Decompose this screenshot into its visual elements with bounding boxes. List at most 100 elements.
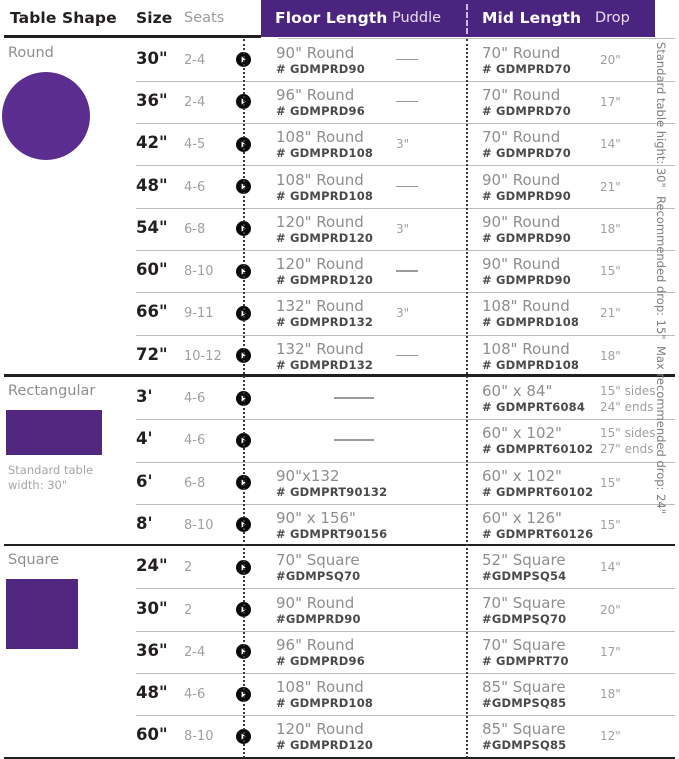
header-accent-band <box>261 0 655 37</box>
cell-seats: 4-6 <box>184 687 206 703</box>
side-note-recommended-drop: Recommended drop: 15" <box>654 196 668 340</box>
shape-swatch-square <box>6 579 78 650</box>
cell-mid-length: 60" x 102" <box>482 424 562 443</box>
cell-size: 54" <box>136 217 168 237</box>
cell-floor-length: 120" Round <box>276 212 364 231</box>
cell-size: 30" <box>136 48 168 68</box>
cell-seats: 9-11 <box>184 306 214 322</box>
row-divider <box>136 80 675 82</box>
shape-swatch-rectangle <box>6 409 102 455</box>
cell-drop: 15" sides <box>600 426 656 441</box>
cell-floor-length: 120" Round <box>276 255 364 274</box>
cell-mid-length: 90" Round <box>482 170 561 189</box>
cell-mid-length: 85" Square <box>482 678 566 697</box>
cell-floor-sku: # GDMPRD120 <box>276 738 374 753</box>
cell-seats: 2-4 <box>184 94 206 110</box>
cell-seats: 8-10 <box>184 264 214 280</box>
cell-floor-length: 132" Round <box>276 297 364 316</box>
cell-seats: 2-4 <box>184 644 206 660</box>
row-divider <box>136 207 675 209</box>
section-divider <box>4 374 675 377</box>
cell-floor-sku: # GDMPRD90 <box>276 61 365 76</box>
cell-mid-sku: # GDMPRT60102 <box>482 484 594 499</box>
column-divider-right <box>466 38 468 758</box>
cell-mid-length: 90" Round <box>482 212 561 231</box>
table-header: Table Shape Size Seats Floor Length Pudd… <box>0 0 679 38</box>
cell-mid-sku: # GDMPRD108 <box>482 357 580 372</box>
side-note-max-drop: Max recommended drop: 24" <box>654 346 668 515</box>
cell-drop: 17" <box>600 644 621 659</box>
cell-mid-sku: # GDMPRD90 <box>482 230 571 245</box>
cell-drop: 15" <box>600 517 621 532</box>
cell-seats: 8-10 <box>184 517 214 533</box>
cell-drop: 17" <box>600 94 621 109</box>
cell-mid-length: 108" Round <box>482 297 570 316</box>
cell-seats: 6-8 <box>184 221 206 237</box>
row-divider <box>136 588 675 590</box>
cell-drop-secondary: 24" ends <box>600 400 654 415</box>
cell-mid-sku: # GDMPRD90 <box>482 188 571 203</box>
cell-drop: 20" <box>600 602 621 617</box>
cell-puddle-none <box>396 185 418 188</box>
cell-puddle-none <box>396 100 418 103</box>
cell-floor-length: 120" Round <box>276 720 364 739</box>
table-bottom-rule <box>4 756 675 759</box>
column-divider-left <box>243 38 245 758</box>
cell-floor-length: 108" Round <box>276 678 364 697</box>
cell-size: 36" <box>136 640 168 660</box>
cell-floor-length: 90"x132 <box>276 466 340 485</box>
cell-size: 60" <box>136 725 168 745</box>
row-divider <box>136 250 675 251</box>
row-divider <box>136 123 675 125</box>
cell-seats: 8-10 <box>184 729 214 745</box>
cell-size: 42" <box>136 133 168 153</box>
cell-drop-secondary: 27" ends <box>600 442 654 457</box>
cell-mid-length: 60" x 84" <box>482 382 553 401</box>
cell-puddle: 3" <box>396 306 410 321</box>
cell-size: 60" <box>136 260 168 280</box>
cell-drop: 15" sides <box>600 384 656 399</box>
cell-drop: 14" <box>600 560 621 575</box>
cell-floor-length: 108" Round <box>276 128 364 147</box>
cell-floor-sku: #GDMPSQ70 <box>276 569 361 584</box>
shape-note-rectangular: Standard table width: 30" <box>8 462 94 492</box>
cell-size: 6' <box>136 471 153 491</box>
cell-mid-length: 70" Round <box>482 43 561 62</box>
cell-puddle: 3" <box>396 137 410 152</box>
cell-mid-sku: # GDMPRD70 <box>482 103 571 118</box>
cell-seats: 4-6 <box>184 433 206 449</box>
section-divider <box>4 543 675 547</box>
cell-floor-sku: # GDMPRD96 <box>276 653 365 668</box>
cell-drop: 15" <box>600 475 621 490</box>
cell-puddle-none <box>396 354 418 357</box>
row-divider <box>136 292 675 294</box>
cell-mid-length: 85" Square <box>482 720 566 739</box>
cell-seats: 4-6 <box>184 179 206 195</box>
cell-mid-sku: # GDMPRD108 <box>482 315 580 330</box>
cell-drop: 20" <box>600 52 621 67</box>
cell-puddle-none <box>334 397 374 399</box>
column-header-table-shape: Table Shape <box>10 9 117 27</box>
cell-drop: 15" <box>600 264 621 279</box>
header-column-divider <box>466 4 468 34</box>
cell-mid-length: 108" Round <box>482 339 570 358</box>
cell-floor-sku: #GDMPRD90 <box>276 611 361 626</box>
cell-drop: 21" <box>600 179 621 194</box>
column-header-mid-length: Mid Length <box>482 9 582 27</box>
cell-mid-sku: #GDMPSQ85 <box>482 696 567 711</box>
cell-floor-sku: # GDMPRD132 <box>276 315 374 330</box>
cell-mid-sku: #GDMPSQ70 <box>482 611 567 626</box>
shape-swatch-circle <box>2 71 90 160</box>
cell-size: 30" <box>136 598 168 618</box>
row-divider <box>136 165 675 167</box>
cell-seats: 4-5 <box>184 137 206 153</box>
column-header-size: Size <box>136 9 173 27</box>
cell-seats: 2-4 <box>184 52 206 68</box>
cell-mid-sku: # GDMPRD90 <box>482 273 571 288</box>
cell-mid-length: 60" x 102" <box>482 466 562 485</box>
cell-mid-length: 90" Round <box>482 255 561 274</box>
cell-seats: 10-12 <box>184 348 222 364</box>
cell-floor-length: 96" Round <box>276 85 355 104</box>
row-divider <box>136 715 675 717</box>
